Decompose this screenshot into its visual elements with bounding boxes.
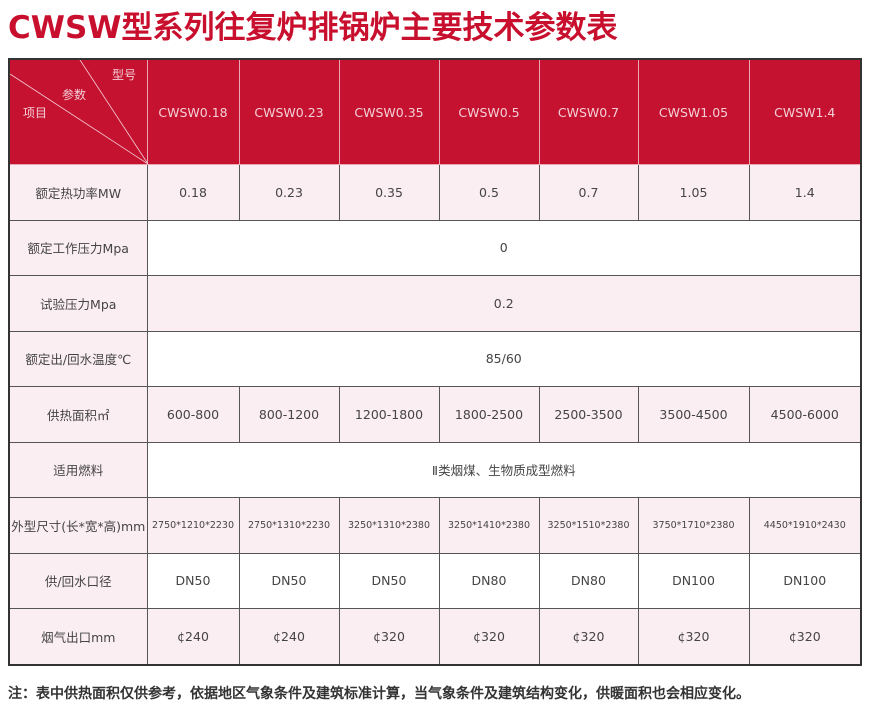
row-label: 外型尺寸(长*宽*高)mm bbox=[8, 497, 148, 554]
table-row: 额定出/回水温度℃ 85/60 bbox=[8, 330, 862, 387]
row-label: 供热面积㎡ bbox=[8, 386, 148, 443]
value-cell: DN50 bbox=[146, 552, 240, 609]
merged-value-cell: Ⅱ类烟煤、生物质成型燃料 bbox=[146, 441, 862, 498]
value-cell: 1800-2500 bbox=[438, 386, 540, 443]
table-row: 烟气出口mm ¢240 ¢240 ¢320 ¢320 ¢320 ¢320 ¢320 bbox=[8, 608, 862, 665]
model-header-cell: CWSW1.05 bbox=[637, 58, 750, 165]
value-cell: ¢240 bbox=[238, 608, 340, 665]
value-cell: ¢320 bbox=[538, 608, 639, 665]
value-cell: DN50 bbox=[238, 552, 340, 609]
corner-item-label: 项目 bbox=[23, 106, 48, 120]
value-cell: 800-1200 bbox=[238, 386, 340, 443]
model-header-cell: CWSW0.7 bbox=[538, 58, 639, 165]
value-cell: 3250*1510*2380 bbox=[538, 497, 639, 554]
footnote: 注：表中供热面积仅供参考，依据地区气象条件及建筑标准计算，当气象条件及建筑结构变… bbox=[8, 686, 750, 702]
value-cell: DN80 bbox=[438, 552, 540, 609]
value-cell: DN100 bbox=[748, 552, 862, 609]
merged-value-cell: 0 bbox=[146, 219, 862, 276]
row-label: 烟气出口mm bbox=[8, 608, 148, 665]
value-cell: 2500-3500 bbox=[538, 386, 639, 443]
value-cell: 0.23 bbox=[238, 164, 340, 221]
model-header-cell: CWSW1.4 bbox=[748, 58, 862, 165]
value-cell: 2750*1210*2230 bbox=[146, 497, 240, 554]
row-label: 额定热功率MW bbox=[8, 164, 148, 221]
value-cell: ¢320 bbox=[338, 608, 440, 665]
value-cell: ¢320 bbox=[748, 608, 862, 665]
table-row: 供热面积㎡ 600-800 800-1200 1200-1800 1800-2500 25… bbox=[8, 386, 862, 443]
value-cell: 1.05 bbox=[637, 164, 750, 221]
model-header-cell: CWSW0.18 bbox=[146, 58, 240, 165]
value-cell: ¢240 bbox=[146, 608, 240, 665]
table-row: 外型尺寸(长*宽*高)mm 2750*1210*2230 2750*1310*223… bbox=[8, 497, 862, 554]
table-row: 额定热功率MW 0.18 0.23 0.35 0.5 0.7 1.05 1.4 bbox=[8, 164, 862, 221]
value-cell: ¢320 bbox=[637, 608, 750, 665]
table-row: 供/回水口径 DN50 DN50 DN50 DN80 DN80 DN100 DN100 bbox=[8, 552, 862, 609]
model-header-cell: CWSW0.35 bbox=[338, 58, 440, 165]
row-label: 适用燃料 bbox=[8, 441, 148, 498]
value-cell: 3750*1710*2380 bbox=[637, 497, 750, 554]
value-cell: 1200-1800 bbox=[338, 386, 440, 443]
corner-param-label: 参数 bbox=[62, 88, 87, 102]
value-cell: DN80 bbox=[538, 552, 639, 609]
value-cell: 2750*1310*2230 bbox=[238, 497, 340, 554]
value-cell: 4450*1910*2430 bbox=[748, 497, 862, 554]
diagonal-lines bbox=[10, 60, 148, 164]
model-header-cell: CWSW0.23 bbox=[238, 58, 340, 165]
table-row: 适用燃料 Ⅱ类烟煤、生物质成型燃料 bbox=[8, 441, 862, 498]
value-cell: DN50 bbox=[338, 552, 440, 609]
header-row: 型号 参数 项目 CWSW0.18 CWSW0.23 CWSW0.35 CWSW0.5… bbox=[8, 58, 862, 165]
corner-model-label: 型号 bbox=[112, 68, 137, 82]
table-row: 试验压力Mpa 0.2 bbox=[8, 275, 862, 332]
value-cell: 4500-6000 bbox=[748, 386, 862, 443]
value-cell: 3250*1310*2380 bbox=[338, 497, 440, 554]
value-cell: 0.7 bbox=[538, 164, 639, 221]
value-cell: 3250*1410*2380 bbox=[438, 497, 540, 554]
value-cell: 0.35 bbox=[338, 164, 440, 221]
value-cell: 3500-4500 bbox=[637, 386, 750, 443]
value-cell: 0.5 bbox=[438, 164, 540, 221]
value-cell: 1.4 bbox=[748, 164, 862, 221]
corner-header-cell: 型号 参数 项目 bbox=[8, 58, 148, 165]
value-cell: 600-800 bbox=[146, 386, 240, 443]
row-label: 供/回水口径 bbox=[8, 552, 148, 609]
value-cell: DN100 bbox=[637, 552, 750, 609]
row-label: 试验压力Mpa bbox=[8, 275, 148, 332]
page-title: CWSW型系列往复炉排锅炉主要技术参数表 bbox=[8, 10, 618, 46]
row-label: 额定工作压力Mpa bbox=[8, 219, 148, 276]
merged-value-cell: 0.2 bbox=[146, 275, 862, 332]
table-row: 额定工作压力Mpa 0 bbox=[8, 219, 862, 276]
value-cell: ¢320 bbox=[438, 608, 540, 665]
row-label: 额定出/回水温度℃ bbox=[8, 330, 148, 387]
merged-value-cell: 85/60 bbox=[146, 330, 862, 387]
spec-table: 型号 参数 项目 CWSW0.18 CWSW0.23 CWSW0.35 CWSW0.5… bbox=[8, 58, 862, 666]
value-cell: 0.18 bbox=[146, 164, 240, 221]
model-header-cell: CWSW0.5 bbox=[438, 58, 540, 165]
